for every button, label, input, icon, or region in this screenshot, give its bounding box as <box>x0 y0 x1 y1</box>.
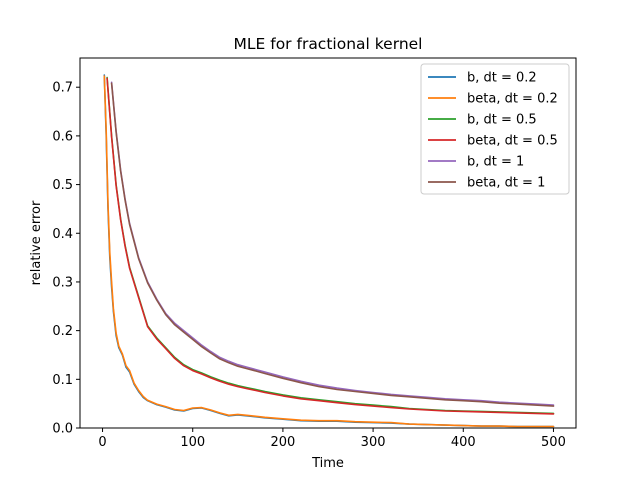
x-tick-label: 500 <box>541 435 566 450</box>
y-tick-label: 0.3 <box>52 275 73 290</box>
y-tick-label: 0.6 <box>52 129 73 144</box>
chart-title: MLE for fractional kernel <box>234 35 423 53</box>
legend-label-1: beta, dt = 0.2 <box>467 92 558 107</box>
legend-box <box>420 63 570 195</box>
x-tick-label: 400 <box>451 435 476 450</box>
legend-label-4: b, dt = 1 <box>467 155 524 170</box>
y-tick-label: 0.1 <box>52 373 73 388</box>
legend-label-2: b, dt = 0.5 <box>467 113 537 128</box>
x-tick-label: 200 <box>270 435 295 450</box>
series-line-5 <box>110 82 555 407</box>
x-tick-label: 300 <box>361 435 386 450</box>
x-axis-ticks: 0 100 200 300 400 500 <box>98 428 566 450</box>
legend-label-3: beta, dt = 0.5 <box>467 134 558 149</box>
legend-label-5: beta, dt = 1 <box>467 176 545 191</box>
y-tick-label: 0.2 <box>52 324 73 339</box>
series-line-3 <box>106 77 555 415</box>
y-axis-label: relative error <box>29 200 44 285</box>
y-tick-label: 0.4 <box>52 227 73 242</box>
x-tick-label: 100 <box>180 435 205 450</box>
y-tick-label: 0.5 <box>52 178 73 193</box>
plot-area-frame <box>79 57 577 429</box>
series-line-1 <box>103 75 555 428</box>
x-axis-label: Time <box>311 456 344 471</box>
y-axis-ticks: 0.0 0.1 0.2 0.3 0.4 0.5 0.6 0.7 <box>52 81 80 437</box>
x-tick-label: 0 <box>98 435 106 450</box>
y-tick-label: 0.0 <box>52 422 73 437</box>
legend: b, dt = 0.2 beta, dt = 0.2 b, dt = 0.5 beta… <box>420 63 570 195</box>
series-layer <box>103 74 555 428</box>
y-tick-label: 0.7 <box>52 81 73 96</box>
legend-label-0: b, dt = 0.2 <box>467 71 537 86</box>
